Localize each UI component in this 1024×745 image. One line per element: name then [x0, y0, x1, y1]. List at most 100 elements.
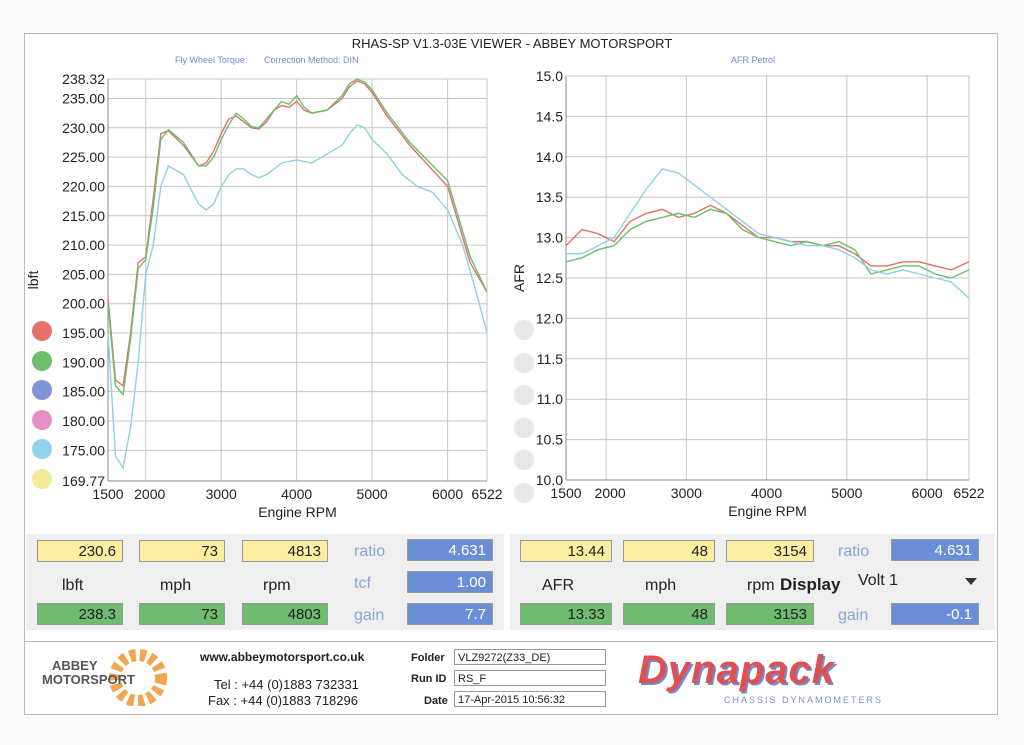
legend-series-toggle[interactable] [514, 352, 534, 373]
y-tick-label: 225.00 [62, 149, 105, 165]
logo-text-motorsport: MOTORSPORT [42, 672, 135, 687]
x-tick-label: 6000 [432, 486, 463, 502]
afr-ratio-value[interactable]: 4.631 [891, 539, 979, 561]
torque-chart: 238.32 235.00 230.00 225.00 220.00 215.00 210.… [26, 71, 503, 520]
gain-label: gain [354, 607, 385, 624]
legend-series-toggle[interactable] [514, 417, 534, 438]
y-tick-label: 12.0 [536, 310, 563, 326]
legend-series-toggle[interactable] [32, 468, 52, 489]
x-tick-label: 2000 [595, 485, 626, 501]
legend-series-toggle[interactable] [32, 321, 52, 341]
fax-text: Fax : +44 (0)1883 718296 [208, 693, 358, 708]
y-tick-label: 210.00 [62, 237, 105, 253]
run-id-field[interactable]: RS_F [454, 670, 606, 686]
display-select-value: Volt 1 [858, 572, 899, 589]
unit-afr: AFR [542, 577, 574, 594]
folder-field[interactable]: VLZ9272(Z33_DE) [454, 649, 606, 665]
afr-subheader: AFR Petrol [731, 55, 776, 65]
logo-text-abbey: ABBEY [52, 658, 98, 673]
afr-gain-value[interactable]: -0.1 [891, 603, 979, 625]
folder-label: Folder [411, 652, 445, 664]
run-id-label: Run ID [411, 673, 447, 685]
legend-series-toggle[interactable] [514, 482, 534, 503]
cursor-afr-value: 13.44 [520, 540, 612, 562]
y-tick-label: 190.00 [62, 354, 105, 370]
legend-series-toggle[interactable] [32, 439, 52, 459]
x-tick-label: 5000 [357, 486, 388, 502]
x-tick-label: 2000 [134, 486, 165, 502]
x-tick-label: 6522 [953, 485, 984, 501]
y-axis-label: lbft [26, 271, 41, 290]
x-tick-label: 4000 [751, 485, 782, 501]
cursor-torque-value: 230.6 [37, 540, 123, 562]
unit-lbft: lbft [62, 577, 84, 594]
y-tick-label: 13.0 [536, 230, 563, 246]
website-link[interactable]: www.abbeymotorsport.co.uk [200, 650, 365, 664]
correction-subheader: Correction Method: DIN [264, 55, 359, 65]
peak-afr-rpm-value: 3153 [726, 603, 814, 625]
gain-value[interactable]: 7.7 [407, 603, 493, 625]
window-title: RHAS-SP V1.3-03E VIEWER - ABBEY MOTORSPO… [351, 36, 673, 51]
y-tick-label: 220.00 [62, 178, 105, 194]
chevron-down-icon [965, 578, 977, 585]
series-line-3 [107, 124, 488, 470]
legend-series-toggle[interactable] [514, 385, 534, 405]
unit-afr-rpm: rpm [747, 577, 775, 594]
y-tick-label: 230.00 [62, 120, 105, 136]
abbey-logo [109, 649, 167, 706]
telephone-text: Tel : +44 (0)1883 732331 [214, 677, 359, 692]
legend-series-toggle[interactable] [514, 320, 534, 340]
display-select[interactable]: Volt 1 [855, 570, 979, 592]
cursor-rpm-value: 4813 [242, 540, 328, 562]
x-tick-label: 1500 [550, 485, 581, 501]
y-tick-label: 195.00 [62, 325, 105, 341]
y-tick-label: 169.77 [62, 473, 105, 489]
y-tick-label: 10.5 [536, 432, 563, 448]
x-tick-label: 5000 [831, 485, 862, 501]
y-tick-label: 215.00 [62, 208, 105, 224]
x-tick-label: 4000 [281, 486, 312, 502]
series-line-3 [566, 168, 970, 299]
y-tick-label: 14.0 [536, 149, 563, 165]
series-line-1 [107, 80, 488, 388]
series-line-2 [565, 208, 970, 279]
y-tick-label: 238.32 [62, 71, 105, 87]
peak-speed-value: 73 [139, 603, 225, 625]
plot-area [108, 79, 487, 481]
y-tick-label: 11.5 [537, 351, 563, 367]
x-tick-label: 1500 [92, 486, 123, 502]
ratio-value[interactable]: 4.631 [407, 539, 493, 561]
peak-afr-speed-value: 48 [623, 603, 715, 625]
x-axis-label: Engine RPM [728, 503, 807, 519]
unit-afr-mph: mph [645, 577, 677, 594]
x-tick-label: 6522 [471, 486, 502, 502]
y-tick-label: 15.0 [536, 68, 563, 84]
dynapack-logo: Dynapack [638, 648, 835, 692]
display-label: Display [780, 575, 841, 594]
legend-series-toggle[interactable] [514, 450, 534, 470]
unit-rpm: rpm [263, 577, 291, 594]
legend-series-toggle[interactable] [32, 380, 52, 400]
torque-subheader: Fly Wheel Torque: [175, 55, 248, 65]
peak-torque-value: 238.3 [37, 603, 123, 625]
tcf-value[interactable]: 1.00 [407, 571, 493, 593]
afr-ratio-label: ratio [838, 543, 870, 560]
afr-gain-label: gain [838, 607, 869, 624]
y-tick-label: 205.00 [62, 266, 105, 282]
y-tick-label: 10.0 [536, 472, 563, 488]
ratio-label: ratio [354, 543, 386, 560]
cursor-speed-value: 73 [139, 540, 225, 562]
tcf-label: tcf [354, 575, 371, 592]
y-tick-label: 185.00 [62, 384, 105, 400]
date-field[interactable]: 17-Apr-2015 10:56:32 [454, 691, 606, 707]
legend-series-toggle[interactable] [32, 409, 52, 430]
series-line-2 [107, 78, 488, 397]
y-tick-label: 12.5 [536, 270, 563, 286]
legend-series-toggle[interactable] [32, 350, 52, 371]
peak-rpm-value: 4803 [242, 603, 328, 625]
y-tick-label: 235.00 [62, 90, 105, 106]
cursor-afr-rpm-value: 3154 [726, 540, 814, 562]
y-tick-label: 13.5 [536, 189, 563, 205]
peak-afr-value: 13.33 [520, 603, 612, 625]
x-tick-label: 3000 [671, 485, 702, 501]
